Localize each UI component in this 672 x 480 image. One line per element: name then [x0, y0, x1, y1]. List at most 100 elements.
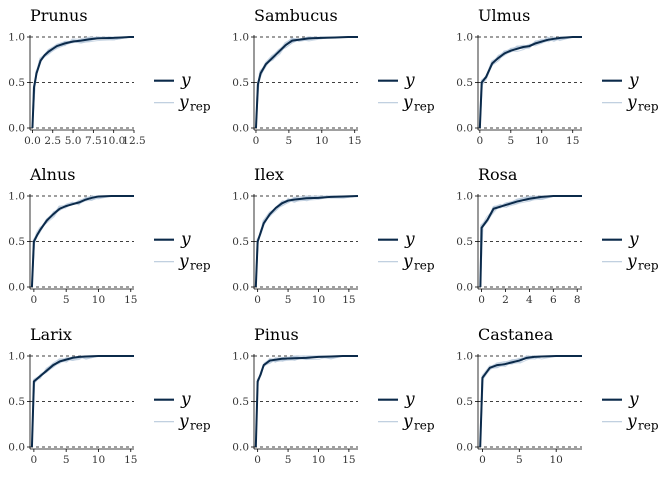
x-tick-label: 4	[526, 294, 533, 306]
y-series-line	[30, 195, 134, 288]
y-rep-line	[255, 36, 358, 129]
y-rep-line	[255, 195, 358, 288]
y-rep-line	[479, 355, 582, 448]
y-tick-label: 0.5	[8, 236, 25, 248]
y-rep-line	[31, 195, 134, 288]
x-tick-label: 15	[342, 294, 355, 306]
y-rep-line	[255, 355, 358, 448]
y-rep-line	[255, 195, 358, 288]
y-rep-line	[479, 36, 582, 129]
panel-title: Sambucus	[254, 6, 338, 25]
y-rep-line	[255, 36, 358, 129]
y-rep-line	[479, 355, 582, 448]
y-rep-line	[255, 195, 359, 288]
panel-title: Castanea	[478, 325, 554, 344]
y-tick-label: 1.0	[456, 32, 473, 44]
y-rep-line	[479, 36, 582, 129]
y-tick-label: 1.0	[8, 191, 25, 203]
y-rep-line	[479, 36, 582, 129]
y-rep-line	[255, 195, 358, 288]
legend-label-rep-subscript: rep	[638, 100, 659, 114]
y-series-line	[30, 355, 134, 448]
y-rep-line	[255, 355, 358, 448]
y-rep-line	[479, 36, 582, 129]
x-tick-label: 5	[285, 294, 292, 306]
legend-label-y: y	[180, 230, 191, 250]
y-rep-line	[255, 355, 358, 448]
y-rep-line	[255, 355, 358, 448]
x-tick-label: 10	[312, 454, 325, 466]
y-tick-label: 0.5	[456, 396, 473, 408]
x-tick-label: 0	[254, 454, 261, 466]
legend-label-y-rep: y	[178, 252, 189, 272]
legend-label-y: y	[404, 230, 415, 250]
y-tick-label: 1.0	[456, 191, 473, 203]
y-series-line	[479, 355, 582, 448]
y-tick-label: 0.0	[456, 123, 473, 135]
y-rep-line	[31, 195, 134, 288]
y-rep-line	[255, 355, 358, 448]
y-rep-line	[479, 355, 582, 448]
legend-label-rep-subscript: rep	[638, 259, 659, 273]
legend-label-y: y	[404, 71, 415, 91]
panel-title: Ulmus	[478, 6, 530, 25]
y-rep-line	[255, 355, 358, 448]
y-rep-line	[31, 195, 134, 288]
y-rep-line	[479, 355, 582, 448]
x-tick-label: 5	[63, 454, 70, 466]
y-tick-label: 1.0	[232, 351, 249, 363]
panel-title: Larix	[30, 325, 72, 344]
y-tick-label: 1.0	[232, 191, 249, 203]
x-tick-label: 15	[124, 294, 137, 306]
x-tick-label: 0	[31, 454, 38, 466]
y-tick-label: 0.5	[456, 236, 473, 248]
y-series-line	[478, 36, 582, 129]
y-rep-line	[31, 36, 134, 129]
y-rep-line	[479, 355, 582, 448]
y-rep-line	[479, 36, 582, 129]
y-series-line	[254, 195, 359, 288]
x-tick-label: 5.0	[65, 135, 82, 147]
y-tick-label: 0.0	[8, 123, 25, 135]
y-rep-line	[479, 36, 582, 129]
x-tick-label: 0	[31, 294, 38, 306]
y-rep-line	[255, 355, 358, 448]
y-rep-line	[31, 195, 134, 288]
legend-label-y-rep: y	[626, 252, 637, 272]
x-tick-label: 5	[507, 135, 514, 147]
y-rep-line	[31, 195, 134, 288]
y-tick-label: 0.0	[232, 282, 249, 294]
y-rep-line	[31, 195, 134, 288]
x-tick-label: 10	[535, 135, 548, 147]
y-rep-line	[31, 195, 134, 288]
legend-label-rep-subscript: rep	[638, 419, 659, 433]
panel-title: Prunus	[30, 6, 88, 25]
legend-label-y-rep: y	[626, 412, 637, 432]
y-rep-line	[479, 355, 582, 448]
y-rep-line	[479, 355, 582, 448]
panel-title: Pinus	[254, 325, 299, 344]
legend-label-rep-subscript: rep	[414, 100, 435, 114]
legend-label-y-rep: y	[178, 93, 189, 113]
legend-label-rep-subscript: rep	[190, 259, 211, 273]
y-rep-line	[479, 195, 582, 288]
legend-label-y-rep: y	[178, 412, 189, 432]
y-tick-label: 1.0	[456, 351, 473, 363]
x-tick-label: 10	[92, 294, 105, 306]
y-tick-label: 0.5	[8, 396, 25, 408]
y-rep-line	[255, 195, 359, 288]
y-rep-line	[255, 195, 358, 288]
y-rep-line	[255, 36, 358, 129]
y-tick-label: 0.0	[456, 442, 473, 454]
legend-label-y-rep: y	[402, 252, 413, 272]
x-tick-label: 5	[516, 454, 523, 466]
legend-label-y: y	[628, 230, 639, 250]
panel-title: Rosa	[478, 165, 518, 184]
y-rep-line	[255, 355, 358, 448]
y-rep-line	[255, 195, 358, 288]
